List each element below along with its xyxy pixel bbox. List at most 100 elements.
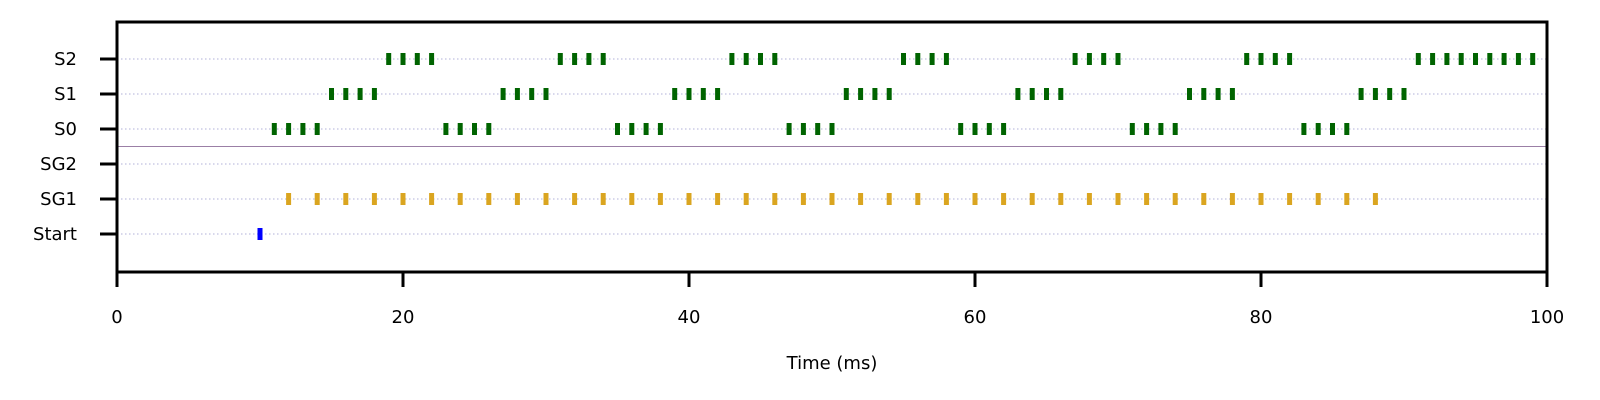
y-tick-label-start: Start <box>33 224 77 245</box>
spike-s1 <box>1372 88 1378 100</box>
spike-s0 <box>314 123 320 135</box>
y-tick-label-sg2: SG2 <box>40 154 77 175</box>
spike-s0 <box>958 123 964 135</box>
spike-sg1 <box>629 193 635 205</box>
spike-sg1 <box>1287 193 1293 205</box>
spike-s2 <box>557 53 563 65</box>
x-tick-label-60: 60 <box>964 307 987 328</box>
spike-sg1 <box>572 193 578 205</box>
spike-s0 <box>615 123 620 135</box>
spike-s2 <box>1115 53 1121 65</box>
y-tick-label-sg1: SG1 <box>40 189 77 210</box>
spike-s2 <box>929 53 935 65</box>
spike-s1 <box>371 88 377 100</box>
spike-s2 <box>429 53 435 65</box>
spike-s1 <box>1015 88 1021 100</box>
x-tick-label-100: 100 <box>1530 307 1564 328</box>
spike-sg1 <box>486 193 492 205</box>
spike-s2 <box>743 53 749 65</box>
spike-s0 <box>1144 123 1150 135</box>
spike-s2 <box>1530 53 1536 65</box>
y-tick-label-s2: S2 <box>54 49 77 70</box>
spike-s1 <box>872 88 878 100</box>
spike-s2 <box>586 53 592 65</box>
spike-s0 <box>1330 123 1335 135</box>
spike-s1 <box>700 88 706 100</box>
spike-sg1 <box>1315 193 1321 205</box>
spike-sg1 <box>1144 193 1150 205</box>
spike-s2 <box>386 53 392 65</box>
spike-s0 <box>800 123 806 135</box>
spike-sg1 <box>1086 193 1092 205</box>
x-tick-label-40: 40 <box>678 307 701 328</box>
spike-marks <box>257 53 1536 240</box>
spike-s0 <box>472 123 477 135</box>
spike-s0 <box>972 123 978 135</box>
spike-sg1 <box>772 193 778 205</box>
spike-sg1 <box>371 193 377 205</box>
spike-s1 <box>1401 88 1407 100</box>
spike-s1 <box>843 88 849 100</box>
spike-s1 <box>1215 88 1221 100</box>
spike-sg1 <box>1258 193 1264 205</box>
spike-sg1 <box>800 193 806 205</box>
spike-sg1 <box>400 193 406 205</box>
spike-s1 <box>357 88 363 100</box>
spike-s0 <box>286 123 292 135</box>
spike-s2 <box>1258 53 1264 65</box>
spike-s1 <box>715 88 721 100</box>
spike-s0 <box>657 123 663 135</box>
spike-s0 <box>1001 123 1007 135</box>
spike-s0 <box>1344 123 1350 135</box>
spike-s1 <box>1358 88 1364 100</box>
spike-s0 <box>629 123 635 135</box>
spike-s1 <box>1187 88 1192 100</box>
spike-sg1 <box>1201 193 1207 205</box>
spike-s2 <box>758 53 763 65</box>
spike-sg1 <box>1029 193 1035 205</box>
x-tick-label-20: 20 <box>392 307 415 328</box>
spike-s2 <box>772 53 778 65</box>
spike-s1 <box>858 88 864 100</box>
spike-s2 <box>1086 53 1092 65</box>
x-tick-label-0: 0 <box>111 307 122 328</box>
spike-sg1 <box>743 193 749 205</box>
spike-s0 <box>1129 123 1135 135</box>
spike-s0 <box>1301 123 1307 135</box>
spike-s1 <box>543 88 549 100</box>
spike-s1 <box>343 88 349 100</box>
spike-sg1 <box>715 193 721 205</box>
spike-s2 <box>572 53 578 65</box>
spike-s0 <box>1315 123 1321 135</box>
spike-sg1 <box>943 193 949 205</box>
spike-s2 <box>1101 53 1107 65</box>
spike-s2 <box>1444 53 1450 65</box>
spike-s1 <box>1058 88 1064 100</box>
spike-sg1 <box>657 193 663 205</box>
spike-s0 <box>443 123 449 135</box>
spike-s2 <box>1287 53 1293 65</box>
spike-s1 <box>1201 88 1207 100</box>
x-tick-label-80: 80 <box>1250 307 1273 328</box>
spike-s1 <box>686 88 692 100</box>
spike-sg1 <box>1115 193 1121 205</box>
plot-frame <box>115 20 1549 274</box>
spike-s0 <box>1172 123 1178 135</box>
spike-sg1 <box>858 193 864 205</box>
spike-sg1 <box>343 193 349 205</box>
spike-sg1 <box>429 193 435 205</box>
spike-sg1 <box>514 193 520 205</box>
x-axis: 0 20 40 60 80 100 <box>111 272 1564 328</box>
spike-s2 <box>1430 53 1436 65</box>
spike-s0 <box>643 123 649 135</box>
spike-s1 <box>1029 88 1035 100</box>
spike-s1 <box>514 88 520 100</box>
spike-s0 <box>829 123 835 135</box>
spike-sg1 <box>686 193 692 205</box>
spike-s2 <box>1272 53 1278 65</box>
spike-s2 <box>600 53 606 65</box>
spike-sg1 <box>1058 193 1064 205</box>
spike-s0 <box>486 123 492 135</box>
spike-s0 <box>986 123 992 135</box>
